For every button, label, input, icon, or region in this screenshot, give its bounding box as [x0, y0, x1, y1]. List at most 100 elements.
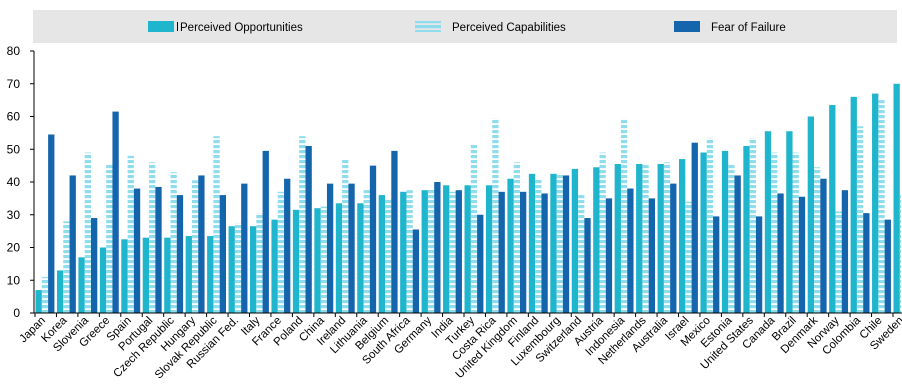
capabilities-bar: [728, 163, 735, 313]
fear-bar: [541, 193, 548, 313]
opportunities-bar: [78, 257, 85, 313]
fear-bar: [133, 188, 141, 313]
opportunities-bar: [893, 83, 900, 313]
fear-bar: [477, 214, 484, 313]
y-tick-label: 60: [7, 110, 21, 124]
opportunities-bar: [335, 203, 343, 313]
capabilities-bar: [771, 152, 778, 313]
capabilities-bar: [149, 162, 156, 313]
fear-bar: [455, 190, 462, 313]
opportunities-bar: [400, 191, 407, 313]
capabilities-bar: [792, 152, 799, 313]
capabilities-bar: [663, 162, 671, 313]
fear-bar: [284, 178, 291, 313]
opportunities-bar: [550, 173, 557, 313]
opportunities-bar: [485, 185, 493, 313]
opportunities-bar: [528, 173, 536, 313]
legend-swatch-capabilities: [415, 21, 441, 32]
capabilities-bar: [106, 163, 113, 313]
fear-bar: [562, 175, 570, 313]
capabilities-bar: [213, 136, 220, 313]
fear-bar: [348, 183, 355, 313]
fear-bar: [434, 182, 441, 313]
capabilities-bar: [856, 126, 864, 313]
y-tick-label: 30: [7, 208, 21, 222]
opportunities-bar: [35, 290, 42, 313]
capabilities-bar: [277, 191, 285, 313]
fear-bar: [69, 175, 76, 313]
fear-bar: [648, 198, 655, 314]
x-tick-labels: JapanKoreaSloveniaGreeceSpainPortugalCze…: [17, 314, 902, 381]
legend: Perceived Opportunities Perceived Capabi…: [33, 10, 897, 43]
capabilities-bar: [363, 190, 370, 313]
fear-bar: [820, 178, 827, 313]
axes-group: [30, 50, 902, 317]
y-tick-label: 50: [7, 142, 21, 156]
y-tick-label: 80: [7, 44, 21, 58]
opportunities-bar: [292, 209, 300, 313]
legend-item-fear: Fear of Failure: [674, 21, 786, 34]
y-tick-label: 0: [13, 306, 20, 320]
fear-bar: [798, 196, 806, 313]
opportunities-bar: [700, 152, 707, 313]
fear-bar: [241, 183, 248, 313]
capabilities-bar: [685, 201, 692, 313]
fear-bar: [713, 216, 720, 313]
fear-bar: [155, 186, 162, 313]
capabilities-bar: [127, 155, 134, 313]
opportunities-bar: [250, 226, 257, 313]
capabilities-bar: [427, 188, 435, 313]
capabilities-bar: [342, 159, 349, 313]
capabilities-bar: [878, 100, 885, 314]
capabilities-bar: [513, 162, 520, 313]
fear-bar: [755, 216, 763, 313]
opportunities-bar: [721, 150, 729, 313]
opportunities-bar: [99, 247, 107, 313]
opportunities-bar: [679, 159, 686, 313]
capabilities-bar: [492, 118, 499, 313]
legend-label-capabilities: Perceived Capabilities: [452, 22, 566, 34]
opportunities-bar: [164, 237, 171, 313]
legend-item-capabilities: Perceived Capabilities: [415, 21, 566, 34]
capabilities-bar: [899, 195, 901, 313]
capabilities-bar: [41, 276, 49, 313]
legend-swatch-fear: [674, 21, 700, 32]
fear-bar: [777, 193, 784, 313]
y-tick-labels: 0 10 20 30 40 50 60 70 80: [7, 44, 21, 320]
fear-bar: [219, 195, 226, 313]
opportunities-bar: [571, 168, 579, 313]
opportunities-bar: [121, 239, 128, 313]
fear-bar: [670, 183, 677, 313]
capabilities-bar: [320, 206, 327, 313]
fear-bar: [841, 190, 849, 313]
capabilities-bar: [835, 211, 842, 313]
opportunities-bar: [185, 236, 192, 313]
capabilities-bar: [620, 118, 628, 313]
fear-bar: [627, 188, 634, 313]
opportunities-bar: [593, 167, 600, 313]
capabilities-bar: [170, 172, 177, 313]
fear-bar: [112, 111, 119, 313]
legend-swatch-opportunities: [148, 21, 174, 32]
fear-bar: [369, 165, 377, 314]
opportunities-bar: [743, 145, 750, 313]
y-tick-label: 20: [7, 241, 21, 255]
opportunities-bar: [657, 163, 664, 313]
opportunities-bar: [872, 93, 879, 313]
opportunities-bar: [443, 185, 450, 313]
opportunities-bar: [142, 237, 150, 313]
opportunities-bar: [228, 226, 235, 313]
opportunities-bar: [357, 203, 364, 313]
fear-bar: [691, 142, 698, 313]
capabilities-bar: [385, 200, 392, 313]
y-tick-label: 70: [7, 77, 21, 91]
opportunities-bar: [807, 116, 814, 313]
y-tick-label: 40: [7, 175, 21, 189]
bars-group: [35, 83, 901, 314]
capabilities-bar: [535, 178, 542, 313]
capabilities-bar: [63, 221, 70, 313]
opportunities-bar: [207, 236, 214, 313]
fear-bar: [412, 229, 420, 313]
fear-bar: [91, 218, 98, 313]
